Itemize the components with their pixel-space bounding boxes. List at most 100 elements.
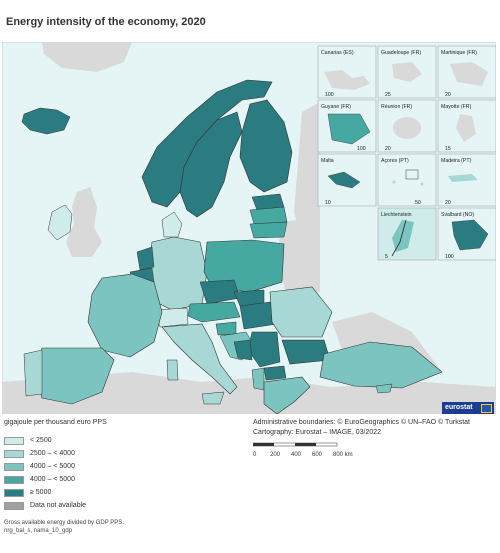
region-lithuania [249, 221, 288, 239]
footnote-definition: Gross available energy divided by GDP PP… [4, 520, 124, 526]
scale-bar-segment [295, 443, 316, 446]
region-italy [161, 323, 238, 395]
map: Canarias (ES) 100 Guadeloupe (FR) 25 Mar… [2, 42, 496, 414]
credits: Administrative boundaries: © EuroGeograp… [253, 418, 470, 438]
scale-bar-segment [253, 443, 274, 446]
legend-item: 4000 – < 5000 [4, 461, 86, 472]
region-ireland [47, 204, 73, 241]
inset-canarias-shape [324, 70, 370, 90]
inset-guyane-label: Guyane (FR) [321, 104, 351, 110]
legend-label: 2500 – < 4000 [30, 450, 75, 457]
inset-liechtenstein-shape [392, 220, 414, 252]
inset-liechtenstein-scale: 5 [385, 254, 388, 260]
inset-canarias-label: Canarias (ES) [321, 50, 354, 56]
region-bosnia [233, 339, 253, 361]
region-sicily [201, 391, 225, 405]
outside-uk [66, 187, 102, 257]
region-north-macedonia [263, 365, 287, 381]
inset-malta-scale: 10 [325, 200, 331, 206]
scale-tick-label: 200 [270, 452, 281, 458]
inset-martinique-label: Martinique (FR) [441, 50, 477, 56]
region-france [87, 273, 163, 358]
inset-acores [377, 153, 437, 207]
inset-liechtenstein-label: Liechtenstein [381, 212, 412, 218]
eu-flag-icon [481, 404, 492, 413]
inset-madeira-label: Madeira (PT) [441, 158, 472, 164]
inset-mayotte-label: Mayotte (FR) [441, 104, 472, 110]
inset-martinique-scale: 20 [445, 92, 451, 98]
legend-label: ≥ 5000 [30, 489, 52, 496]
legend-label: Data not available [30, 502, 87, 509]
legend-label: < 2500 [30, 437, 52, 444]
inset-malta-label: Malta [321, 158, 334, 164]
units-label: gigajoule per thousand euro PPS [4, 419, 107, 426]
inset-guadeloupe-label: Guadeloupe (FR) [381, 50, 421, 56]
region-sardinia [166, 359, 179, 381]
inset-guyane-scale: 100 [357, 146, 366, 152]
legend-item: ≥ 5000 [4, 487, 86, 498]
eurostat-logo: eurostat [442, 402, 494, 414]
inset-martinique-shape [450, 62, 488, 86]
outside-africa [2, 372, 496, 414]
legend-swatch [4, 462, 24, 471]
inset-reunion-label: Réunion (FR) [381, 104, 412, 110]
scale-tick-label: 600 [312, 452, 323, 458]
legend-item: Data not available [4, 500, 86, 511]
region-iceland [21, 107, 71, 135]
scale-tick-label: 400 [291, 452, 302, 458]
region-sweden [179, 111, 243, 218]
inset-mayotte-shape [456, 114, 476, 142]
footnote: Gross available energy divided by GDP PP… [4, 519, 124, 535]
inset-acores-shape [405, 169, 419, 180]
legend-label: 4000 – < 5000 [30, 476, 75, 483]
legend-item: 2500 – < 4000 [4, 448, 86, 459]
region-cyprus [375, 383, 393, 394]
legend-swatch [4, 488, 24, 497]
inset-madeira-scale: 20 [445, 200, 451, 206]
region-netherlands [136, 246, 155, 271]
region-finland [239, 99, 293, 193]
region-austria [187, 301, 241, 323]
legend-label: 4000 – < 5000 [30, 463, 75, 470]
inset-malta-shape [327, 171, 361, 189]
scale-tick-label: 800 km [333, 452, 353, 458]
inset-reunion-shape [393, 117, 421, 139]
inset-liechtenstein-border [391, 219, 407, 257]
legend-item: < 2500 [4, 435, 86, 446]
legend-swatch [4, 475, 24, 484]
inset-svalbard-scale: 100 [445, 254, 454, 260]
inset-guyane-shape [327, 113, 371, 145]
legend-swatch [4, 449, 24, 458]
outside-belarus-ukraine [277, 217, 320, 297]
footnote-source: nrg_bal_s, nama_10_gdp [4, 528, 73, 534]
inset-acores-island [392, 180, 396, 184]
region-denmark [161, 211, 183, 238]
region-portugal [23, 349, 43, 397]
inset-acores-label: Açores (PT) [381, 158, 409, 164]
inset-guadeloupe-shape [392, 62, 422, 82]
inset-canarias-scale: 100 [325, 92, 334, 98]
region-romania [269, 286, 333, 338]
region-latvia [249, 206, 288, 225]
map-title: Energy intensity of the economy, 2020 [6, 16, 206, 28]
scale-bar: 0 200 400 600 800 km [253, 442, 353, 458]
legend-swatch [4, 501, 24, 510]
inset-svalbard-label: Svalbard (NO) [441, 212, 474, 218]
inset-guadeloupe-scale: 25 [385, 92, 391, 98]
region-turkey [319, 341, 443, 389]
scale-tick-label: 0 [253, 452, 257, 458]
region-albania [251, 367, 265, 391]
region-greece [263, 376, 311, 414]
inset-madeira-shape [448, 174, 478, 182]
eurostat-logo-text: eurostat [445, 404, 473, 411]
credits-cartography: Cartography: Eurostat – IMAGE, 03/2022 [253, 429, 382, 436]
region-slovenia [215, 321, 237, 336]
legend-item: 4000 – < 5000 [4, 474, 86, 485]
legend-swatch [4, 436, 24, 445]
inset-acores-island [420, 182, 424, 186]
inset-acores-scale: 50 [415, 200, 421, 206]
outside-russia [294, 102, 320, 242]
region-poland [203, 239, 285, 293]
inset-reunion-scale: 20 [385, 146, 391, 152]
inset-mayotte-scale: 15 [445, 146, 451, 152]
